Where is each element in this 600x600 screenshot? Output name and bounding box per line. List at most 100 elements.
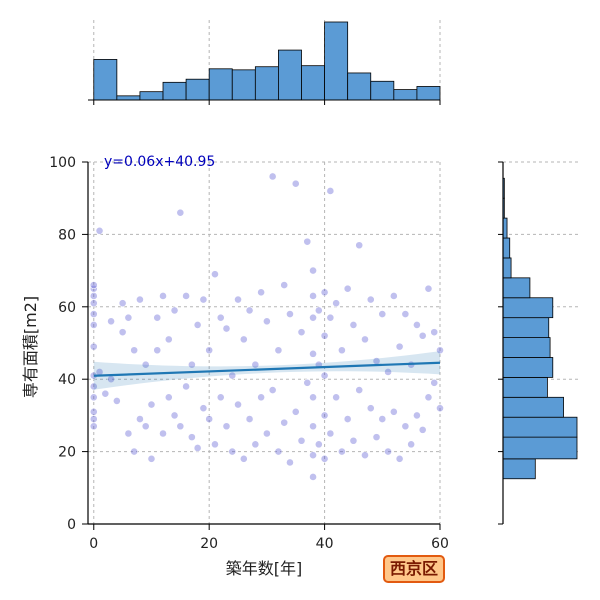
scatter-point [187, 360, 196, 369]
scatter-point [384, 368, 392, 376]
scatter-point [164, 335, 173, 344]
scatter-point [291, 407, 300, 416]
scatter-point [95, 226, 104, 235]
scatter-point [89, 292, 98, 300]
scatter-point [182, 292, 190, 300]
right-hist-bar [502, 277, 531, 299]
regression-confidence-band [93, 351, 440, 390]
scatter-point [326, 429, 335, 438]
top-hist-bar [254, 66, 279, 101]
scatter-point [366, 295, 375, 304]
scatter-point [89, 310, 98, 318]
scatter-point [245, 306, 254, 315]
y-tick-label: 20 [58, 445, 76, 461]
scatter-point [355, 241, 364, 250]
scatter-point [280, 418, 289, 427]
scatter-point [89, 299, 98, 308]
scatter-point [228, 371, 237, 380]
scatter-point [89, 342, 98, 351]
scatter-point [332, 393, 341, 402]
scatter-point [205, 346, 214, 355]
scatter-point [384, 447, 392, 456]
scatter-point [199, 404, 208, 413]
scatter-point [389, 407, 398, 416]
scatter-point [389, 292, 398, 300]
right-hist-bar [502, 257, 512, 279]
scatter-point [228, 447, 237, 456]
scatter-point [141, 360, 150, 369]
scatter-point [291, 179, 300, 188]
x-axis-label: 築年数[年] [226, 559, 303, 578]
y-axis-label: 専有面積[m2] [21, 296, 40, 398]
scatter-point [89, 320, 98, 329]
x-tick-label: 20 [200, 536, 218, 552]
scatter-point [170, 411, 179, 420]
right-hist-bar [502, 217, 508, 239]
scatter-point [395, 342, 404, 351]
scatter-point [424, 393, 433, 402]
top-hist-bar [162, 81, 187, 101]
scatter-point [262, 317, 271, 326]
scatter-point [176, 208, 185, 217]
scatter-point [378, 415, 387, 423]
scatter-point [222, 324, 231, 333]
right-hist-bar [502, 317, 550, 338]
scatter-point [216, 313, 225, 322]
scatter-point [372, 433, 381, 442]
scatter-point [234, 400, 242, 409]
scatter-point [187, 433, 196, 442]
top-hist-bar [301, 65, 325, 101]
axes: 0 20 40 60 0 20 40 60 80 100 [49, 155, 449, 552]
top-hist-bar [393, 89, 418, 101]
scatter-point [141, 422, 150, 431]
scatter-point [418, 425, 427, 434]
scatter-point [89, 415, 98, 423]
scatter-point [147, 400, 156, 409]
y-tick-label: 80 [58, 227, 76, 243]
top-histogram-bars [93, 20, 441, 105]
scatter-point [89, 382, 98, 391]
scatter-point [89, 407, 98, 416]
scatter-point [320, 371, 329, 380]
right-hist-bar [502, 297, 554, 319]
scatter-point [366, 404, 375, 413]
scatter-point [309, 266, 317, 275]
scatter-point [430, 378, 439, 387]
right-histogram-bars [502, 177, 578, 480]
top-hist-bar [370, 80, 395, 101]
regression-line [93, 361, 441, 377]
top-hist-bar [116, 95, 141, 101]
scatter-point [309, 349, 317, 358]
scatter-point [257, 393, 266, 402]
top-hist-bar [231, 69, 256, 101]
scatter-point [124, 429, 133, 438]
scatter-point [309, 313, 317, 322]
scatter-point [314, 440, 323, 449]
scatter-point [251, 360, 260, 369]
scatter-point [251, 440, 260, 449]
scatter-point [326, 187, 335, 195]
scatter-point [320, 411, 329, 420]
scatter-point [130, 447, 139, 456]
scatter-point [418, 331, 427, 340]
scatter-point [332, 299, 341, 308]
right-histogram [498, 161, 580, 525]
right-hist-bar [502, 357, 554, 378]
scatter-point [320, 288, 329, 297]
y-tick-label: 100 [49, 155, 76, 171]
scatter-point [118, 328, 127, 337]
scatter-point [274, 346, 283, 355]
scatter-point [326, 313, 335, 322]
top-hist-bar [208, 68, 233, 101]
top-hist-bar [416, 86, 441, 101]
scatter-point [262, 429, 271, 438]
scatter-points [89, 172, 444, 481]
scatter-point [280, 281, 289, 289]
scatter-point [424, 284, 433, 293]
scatter-point [303, 378, 312, 387]
scatter-point [349, 320, 358, 329]
scatter-point [216, 393, 225, 402]
right-hist-bar [502, 337, 551, 358]
scatter-point [343, 415, 352, 423]
